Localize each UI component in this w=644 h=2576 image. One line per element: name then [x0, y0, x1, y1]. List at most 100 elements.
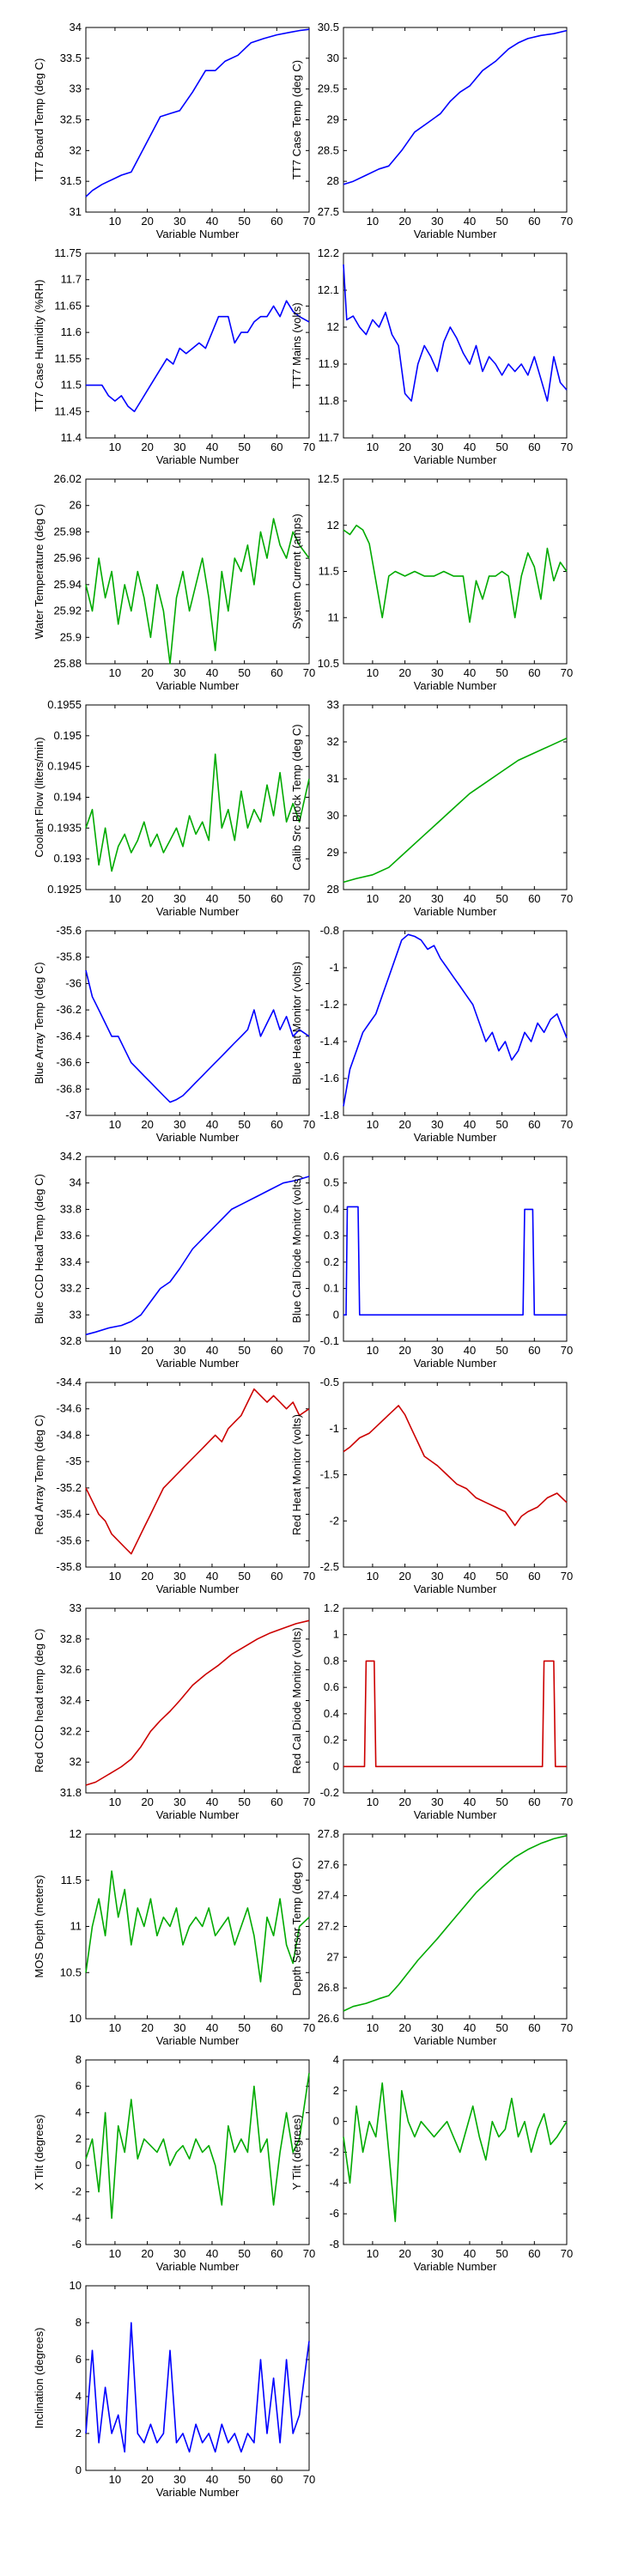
y-tick-label: -2	[329, 1514, 339, 1527]
x-tick-label: 50	[238, 666, 250, 679]
chart-panel: 10 20 30 40 50 60 70 25.88 25.9 25.92 25.94 25.96 25…	[33, 472, 315, 692]
x-tick-label: 60	[528, 666, 540, 679]
y-tick-label: 6	[76, 2080, 82, 2093]
x-tick-label: 20	[398, 892, 410, 905]
x-tick-label: 30	[431, 2021, 443, 2034]
x-axis-label: Variable Number	[156, 453, 240, 466]
x-tick-label: 30	[431, 892, 443, 905]
y-tick-label: 12	[327, 519, 339, 532]
chart-panel: 10 20 30 40 50 60 70 -2.5 -2 -1.5 -1 -0.5 Variable N…	[290, 1376, 573, 1595]
x-tick-label: 40	[206, 2473, 218, 2486]
x-tick-label: 10	[109, 1344, 121, 1357]
x-tick-label: 10	[367, 892, 379, 905]
x-tick-label: 10	[367, 666, 379, 679]
x-tick-label: 70	[303, 2247, 315, 2260]
chart-panel: 10 20 30 40 50 60 70 32.8 33 33.2 33.4 33.6 33.8 34 34…	[33, 1150, 315, 1370]
series-line	[85, 2073, 310, 2220]
y-tick-label: -1.5	[320, 1468, 339, 1481]
y-tick-label: 0.2	[324, 1255, 339, 1268]
x-axis-label: Variable Number	[414, 905, 497, 918]
x-axis-label: Variable Number	[156, 679, 240, 692]
plot-area	[85, 2059, 310, 2245]
x-tick-label: 10	[109, 1118, 121, 1131]
x-tick-label: 10	[367, 215, 379, 228]
plot-area	[343, 1382, 568, 1568]
series-line	[85, 28, 310, 197]
series-line	[85, 753, 310, 872]
y-axis-label: Blue CCD Head Temp (deg C)	[33, 1174, 46, 1324]
chart-panel: 10 20 30 40 50 60 70 -37 -36.8 -36.6 -36.4 -36.2 -36…	[33, 924, 315, 1144]
y-tick-label: 10.5	[318, 657, 339, 670]
y-axis-label: Depth Sensor Temp (deg C)	[290, 1857, 303, 1996]
y-tick-label: 0	[333, 1308, 339, 1321]
y-tick-label: 0.8	[324, 1654, 339, 1667]
y-tick-label: 32	[327, 735, 339, 748]
x-axis-label: Variable Number	[156, 2486, 240, 2499]
x-tick-label: 40	[464, 1570, 476, 1583]
x-axis-label: Variable Number	[156, 1357, 240, 1370]
y-tick-label: 0.193	[53, 852, 82, 865]
y-tick-label: 32	[70, 143, 82, 156]
x-tick-label: 10	[367, 1795, 379, 1808]
x-tick-label: 70	[303, 215, 315, 228]
y-tick-label: 30	[327, 52, 339, 64]
y-tick-label: 8	[76, 2316, 82, 2329]
y-tick-label: -35.2	[56, 1481, 82, 1494]
y-tick-label: -34.6	[56, 1402, 82, 1415]
x-tick-label: 20	[141, 1570, 153, 1583]
x-tick-label: 40	[206, 2247, 218, 2260]
x-tick-label: 60	[270, 215, 283, 228]
y-tick-label: -35.6	[56, 1534, 82, 1546]
x-axis-label: Variable Number	[156, 2260, 240, 2273]
x-tick-label: 40	[464, 1118, 476, 1131]
y-tick-label: -36.2	[56, 1003, 82, 1016]
x-tick-label: 10	[367, 1118, 379, 1131]
y-tick-label: 0.1955	[47, 698, 82, 711]
x-tick-label: 50	[238, 1570, 250, 1583]
x-tick-label: 20	[398, 2247, 410, 2260]
y-tick-label: 30	[327, 809, 339, 822]
y-tick-label: 32.5	[60, 113, 82, 126]
x-tick-label: 20	[398, 1795, 410, 1808]
y-axis-label: Red CCD head temp (deg C)	[33, 1629, 46, 1773]
y-tick-label: -0.8	[320, 924, 339, 937]
x-tick-label: 50	[238, 215, 250, 228]
y-tick-label: 31.8	[60, 1786, 82, 1799]
y-tick-label: 0	[333, 2115, 339, 2128]
plot-area	[85, 252, 310, 439]
x-tick-label: 20	[398, 215, 410, 228]
x-tick-label: 50	[495, 2247, 507, 2260]
x-tick-label: 20	[141, 1344, 153, 1357]
y-tick-label: -4	[329, 2176, 339, 2189]
series-line	[85, 2322, 310, 2453]
y-tick-label: -1	[329, 1422, 339, 1435]
y-tick-label: 25.96	[53, 551, 82, 564]
series-line	[343, 1660, 567, 1768]
x-tick-label: 70	[303, 892, 315, 905]
y-tick-label: -2	[71, 2185, 82, 2198]
y-tick-label: 25.92	[53, 605, 82, 617]
x-tick-label: 50	[495, 215, 507, 228]
x-tick-label: 30	[173, 440, 185, 453]
y-tick-label: 32.8	[60, 1334, 82, 1347]
chart-panel: 10 20 30 40 50 60 7027.52828.52929.53030.5Vari…	[290, 21, 573, 240]
y-axis-label: Y Tilt (degrees)	[290, 2115, 303, 2190]
x-tick-label: 10	[367, 1570, 379, 1583]
x-tick-label: 40	[464, 215, 476, 228]
y-tick-label: -4	[71, 2211, 82, 2224]
y-tick-label: -34.4	[56, 1376, 82, 1388]
x-tick-label: 20	[141, 1118, 153, 1131]
y-tick-label: 33.8	[60, 1202, 82, 1215]
x-tick-label: 70	[561, 666, 573, 679]
y-tick-label: -35.8	[56, 951, 82, 963]
x-tick-label: 30	[173, 1118, 185, 1131]
x-axis-label: Variable Number	[414, 228, 497, 240]
x-tick-label: 20	[141, 2473, 153, 2486]
x-tick-label: 40	[464, 1795, 476, 1808]
y-axis-label: TT7 Board Temp (deg C)	[33, 58, 46, 182]
x-axis-label: Variable Number	[414, 453, 497, 466]
y-tick-label: 33.6	[60, 1229, 82, 1242]
x-tick-label: 10	[109, 215, 121, 228]
